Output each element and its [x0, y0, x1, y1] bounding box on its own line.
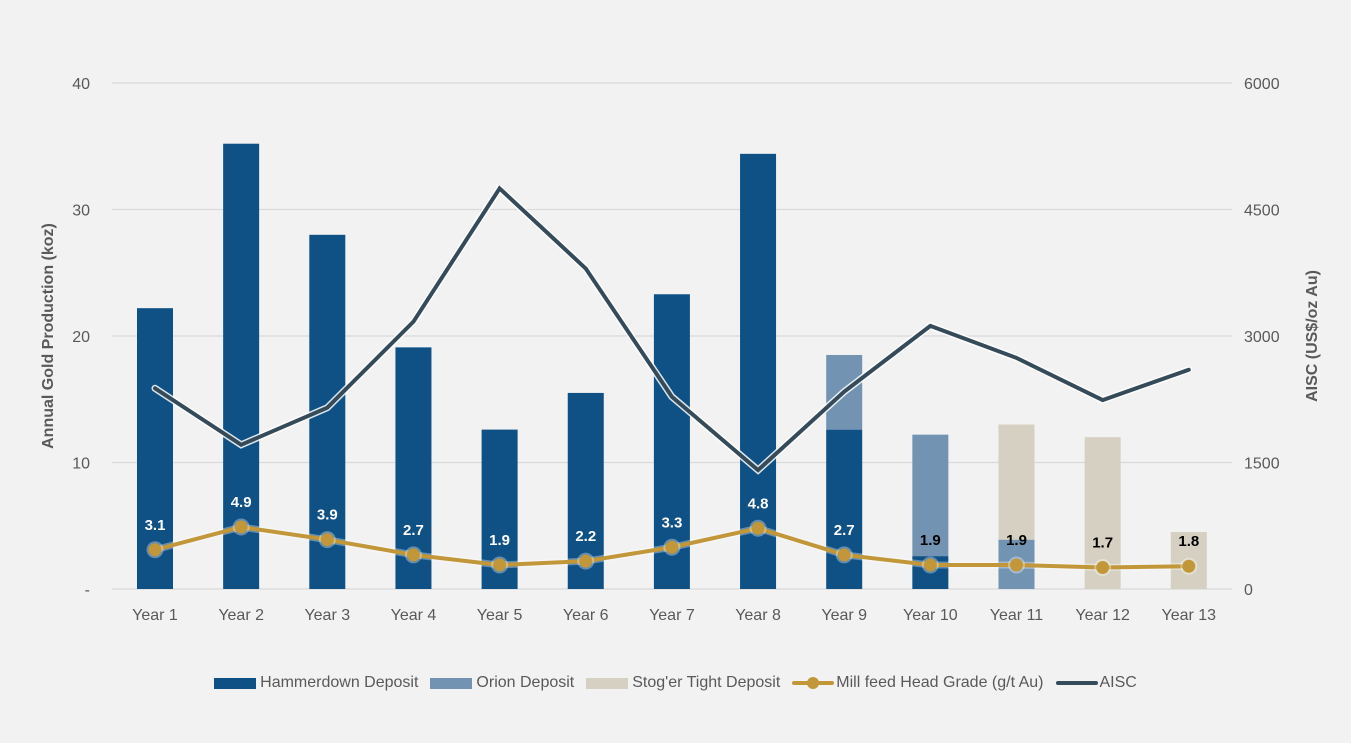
left-axis-ticks: - 10 20 30 40 — [72, 76, 90, 599]
bar-series — [137, 143, 1207, 590]
x-tick-label: Year 9 — [821, 607, 867, 624]
legend-item-hammerdown[interactable]: Hammerdown Deposit — [214, 674, 418, 692]
head-grade-data-label: 3.1 — [145, 517, 166, 534]
legend-label: Mill feed Head Grade (g/t Au) — [836, 674, 1044, 691]
x-tick-label: Year 10 — [903, 607, 958, 624]
head-grade-data-label: 1.7 — [1092, 534, 1113, 551]
bar-hammerdown-deposit — [137, 308, 173, 589]
legend-item-head-grade[interactable]: Mill feed Head Grade (g/t Au) — [792, 674, 1044, 692]
head-grade-marker — [320, 533, 334, 547]
legend-swatch-stoger — [586, 677, 629, 689]
head-grade-marker — [234, 520, 248, 534]
legend-item-aisc[interactable]: AISC — [1055, 674, 1137, 692]
head-grade-marker — [837, 548, 851, 562]
bar-hammerdown-deposit — [740, 153, 777, 589]
head-grade-marker — [493, 558, 507, 572]
bar-hammerdown-deposit — [826, 429, 863, 589]
head-grade-data-label: 2.7 — [403, 522, 424, 539]
legend-item-stoger[interactable]: Stog'er Tight Deposit — [586, 674, 780, 692]
legend-label: Hammerdown Deposit — [260, 674, 419, 691]
head-grade-marker — [751, 521, 765, 535]
head-grade-marker — [579, 554, 593, 568]
y2-tick-label: 4500 — [1244, 203, 1280, 220]
head-grade-marker — [1182, 559, 1196, 573]
y-tick-label: - — [85, 582, 90, 599]
legend-swatch-hammerdown — [214, 677, 257, 689]
head-grade-series — [146, 518, 1198, 576]
bar-stog-er-tight-deposit — [998, 424, 1035, 540]
y2-tick-label: 0 — [1244, 582, 1253, 599]
legend-item-orion[interactable]: Orion Deposit — [430, 674, 574, 692]
bar-orion-deposit — [912, 434, 949, 557]
x-tick-label: Year 11 — [990, 607, 1043, 624]
x-tick-label: Year 2 — [218, 607, 264, 624]
head-grade-marker — [1010, 558, 1023, 572]
x-tick-label: Year 5 — [477, 607, 523, 624]
x-tick-label: Year 6 — [563, 607, 609, 624]
x-tick-label: Year 7 — [649, 607, 695, 624]
aisc-line — [153, 185, 1191, 473]
head-grade-data-label: 2.7 — [834, 522, 855, 539]
head-grade-marker — [923, 558, 937, 572]
legend-swatch-orion — [430, 677, 473, 689]
y-axis-title: Annual Gold Production (koz) — [40, 223, 57, 449]
y2-axis-title: AISC (US$/oz Au) — [1304, 270, 1321, 402]
x-tick-label: Year 13 — [1162, 607, 1217, 624]
y2-tick-label: 3000 — [1244, 329, 1280, 346]
right-axis-ticks: 0 1500 3000 4500 6000 — [1244, 76, 1280, 599]
head-grade-data-label: 1.9 — [1006, 532, 1027, 549]
aisc-series — [151, 183, 1193, 475]
legend-swatch-aisc — [1055, 677, 1098, 689]
x-axis-ticks: Year 1 Year 2 Year 3 Year 4 Year 5 Year 6 Year… — [132, 607, 1216, 624]
legend-label: AISC — [1099, 674, 1137, 691]
head-grade-data-label: 4.9 — [231, 494, 252, 511]
legend-label: Stog'er Tight Deposit — [632, 674, 781, 691]
head-grade-marker — [148, 543, 162, 557]
bar-hammerdown-deposit — [223, 143, 260, 589]
legend-swatch-head-grade — [792, 677, 835, 689]
y-tick-label: 30 — [72, 203, 90, 220]
x-tick-label: Year 4 — [391, 607, 437, 624]
head-grade-data-label: 1.8 — [1178, 533, 1199, 550]
data-labels: 3.1 4.9 3.9 2.7 1.9 2.2 3.3 4.8 2.7 1.9 1.9 1.7 1.8 — [145, 494, 1200, 551]
y-tick-label: 20 — [72, 329, 90, 346]
bar-hammerdown-deposit — [653, 294, 690, 589]
y-tick-label: 40 — [72, 76, 90, 93]
legend-label: Orion Deposit — [476, 674, 575, 691]
y-tick-label: 10 — [72, 456, 90, 473]
head-grade-data-label: 2.2 — [575, 528, 596, 545]
head-grade-data-label: 1.9 — [920, 532, 941, 549]
legend: Hammerdown Deposit Orion Deposit Stog'er… — [0, 674, 1351, 692]
x-tick-label: Year 3 — [304, 607, 350, 624]
head-grade-data-label: 1.9 — [489, 532, 510, 549]
head-grade-data-label: 4.8 — [748, 495, 769, 512]
x-tick-label: Year 12 — [1075, 607, 1130, 624]
head-grade-data-label: 3.9 — [317, 507, 338, 524]
y2-tick-label: 1500 — [1244, 456, 1280, 473]
x-tick-label: Year 1 — [132, 607, 178, 624]
head-grade-data-label: 3.3 — [661, 514, 682, 531]
head-grade-marker — [665, 540, 679, 554]
x-tick-label: Year 8 — [735, 607, 781, 624]
head-grade-marker — [406, 548, 420, 562]
y2-tick-label: 6000 — [1244, 76, 1280, 93]
head-grade-marker — [1096, 560, 1110, 574]
